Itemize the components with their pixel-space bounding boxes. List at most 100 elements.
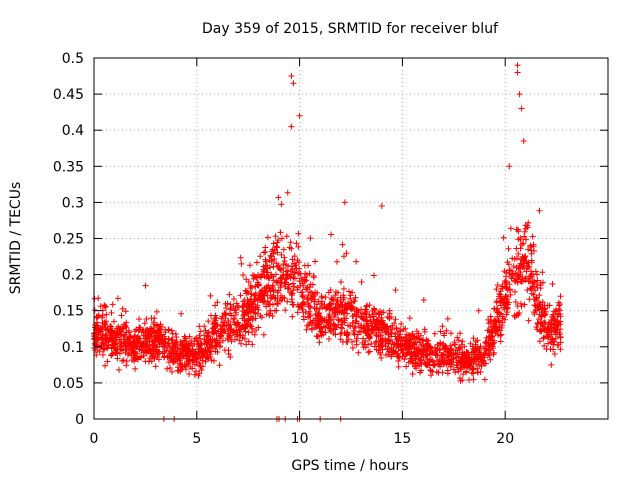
data-point xyxy=(434,341,441,348)
data-point xyxy=(425,362,432,369)
data-point xyxy=(151,344,158,351)
data-point xyxy=(363,330,370,337)
data-point xyxy=(108,345,115,352)
data-point xyxy=(196,332,203,339)
data-point xyxy=(405,359,412,366)
data-point xyxy=(296,259,303,266)
data-point xyxy=(526,273,533,280)
data-point xyxy=(190,349,197,356)
data-point xyxy=(264,292,271,299)
data-point xyxy=(206,349,213,355)
data-point xyxy=(372,309,379,316)
data-point xyxy=(507,225,514,232)
data-point xyxy=(316,339,323,346)
data-point xyxy=(511,277,518,284)
data-point xyxy=(290,260,297,267)
data-point xyxy=(497,288,504,295)
data-point xyxy=(510,263,517,270)
y-tick-label: 0.15 xyxy=(53,304,84,320)
data-point xyxy=(386,348,393,355)
data-point xyxy=(556,307,563,314)
data-point xyxy=(132,365,139,372)
data-point xyxy=(439,369,446,376)
data-point xyxy=(243,276,250,283)
data-point xyxy=(540,335,547,342)
data-point xyxy=(288,123,295,130)
data-point xyxy=(378,203,385,210)
data-point xyxy=(352,294,359,301)
data-point xyxy=(557,334,564,341)
data-point xyxy=(118,346,125,353)
data-point xyxy=(165,340,172,347)
data-point xyxy=(474,369,481,376)
data-point xyxy=(224,300,231,307)
data-point xyxy=(132,334,139,341)
data-point xyxy=(273,243,280,250)
data-point xyxy=(533,307,540,314)
data-point xyxy=(156,341,163,348)
data-point xyxy=(487,356,494,363)
data-point xyxy=(339,241,346,248)
data-point xyxy=(227,334,234,341)
data-point xyxy=(517,236,524,243)
data-point xyxy=(104,358,111,365)
data-point xyxy=(174,367,181,374)
data-point xyxy=(537,285,544,292)
data-point xyxy=(111,338,118,345)
data-point xyxy=(119,305,126,312)
data-point xyxy=(459,360,466,367)
data-point xyxy=(171,357,178,364)
data-point xyxy=(326,302,333,309)
y-tick-label: 0.4 xyxy=(62,123,84,139)
data-point xyxy=(523,222,530,229)
data-point xyxy=(261,290,268,297)
data-point xyxy=(439,341,446,348)
data-point xyxy=(481,376,488,383)
data-point xyxy=(371,324,378,331)
data-point xyxy=(98,335,105,342)
data-point xyxy=(397,328,404,335)
data-point xyxy=(437,328,444,335)
data-point xyxy=(366,311,373,318)
data-point xyxy=(306,284,313,291)
data-point xyxy=(489,341,496,348)
data-point xyxy=(263,303,270,310)
data-point xyxy=(372,339,379,346)
data-point xyxy=(490,340,497,347)
data-point xyxy=(338,324,345,331)
data-point xyxy=(335,316,342,323)
data-point xyxy=(514,62,521,69)
data-point xyxy=(92,346,99,353)
data-point xyxy=(191,353,198,360)
data-point xyxy=(100,332,107,339)
data-point xyxy=(159,343,166,350)
data-point xyxy=(343,338,350,345)
data-point xyxy=(289,313,296,320)
data-point xyxy=(392,348,399,355)
data-point xyxy=(290,274,297,281)
data-point xyxy=(340,285,347,292)
data-point xyxy=(517,260,524,267)
data-point xyxy=(268,294,275,301)
axis-ticks: 0 0.05 0.1 0.15 0.2 0.25 0.3 0.35 0.4 0.45 0.5 0 5 10… xyxy=(53,51,608,447)
data-point xyxy=(221,347,228,354)
data-point xyxy=(258,314,265,321)
data-point xyxy=(285,285,292,292)
data-point xyxy=(270,277,277,284)
data-point xyxy=(212,348,219,355)
data-point xyxy=(305,314,312,321)
data-point xyxy=(314,319,321,326)
data-point xyxy=(413,334,420,341)
data-point xyxy=(521,228,528,235)
data-point xyxy=(115,328,122,335)
data-point xyxy=(257,253,264,260)
data-point xyxy=(328,231,335,238)
data-point xyxy=(289,256,296,263)
data-point xyxy=(487,318,494,325)
data-point xyxy=(378,318,385,325)
data-point xyxy=(263,311,270,318)
data-point xyxy=(267,252,274,259)
data-point xyxy=(503,269,510,276)
data-point xyxy=(130,342,137,349)
data-point xyxy=(154,351,161,358)
